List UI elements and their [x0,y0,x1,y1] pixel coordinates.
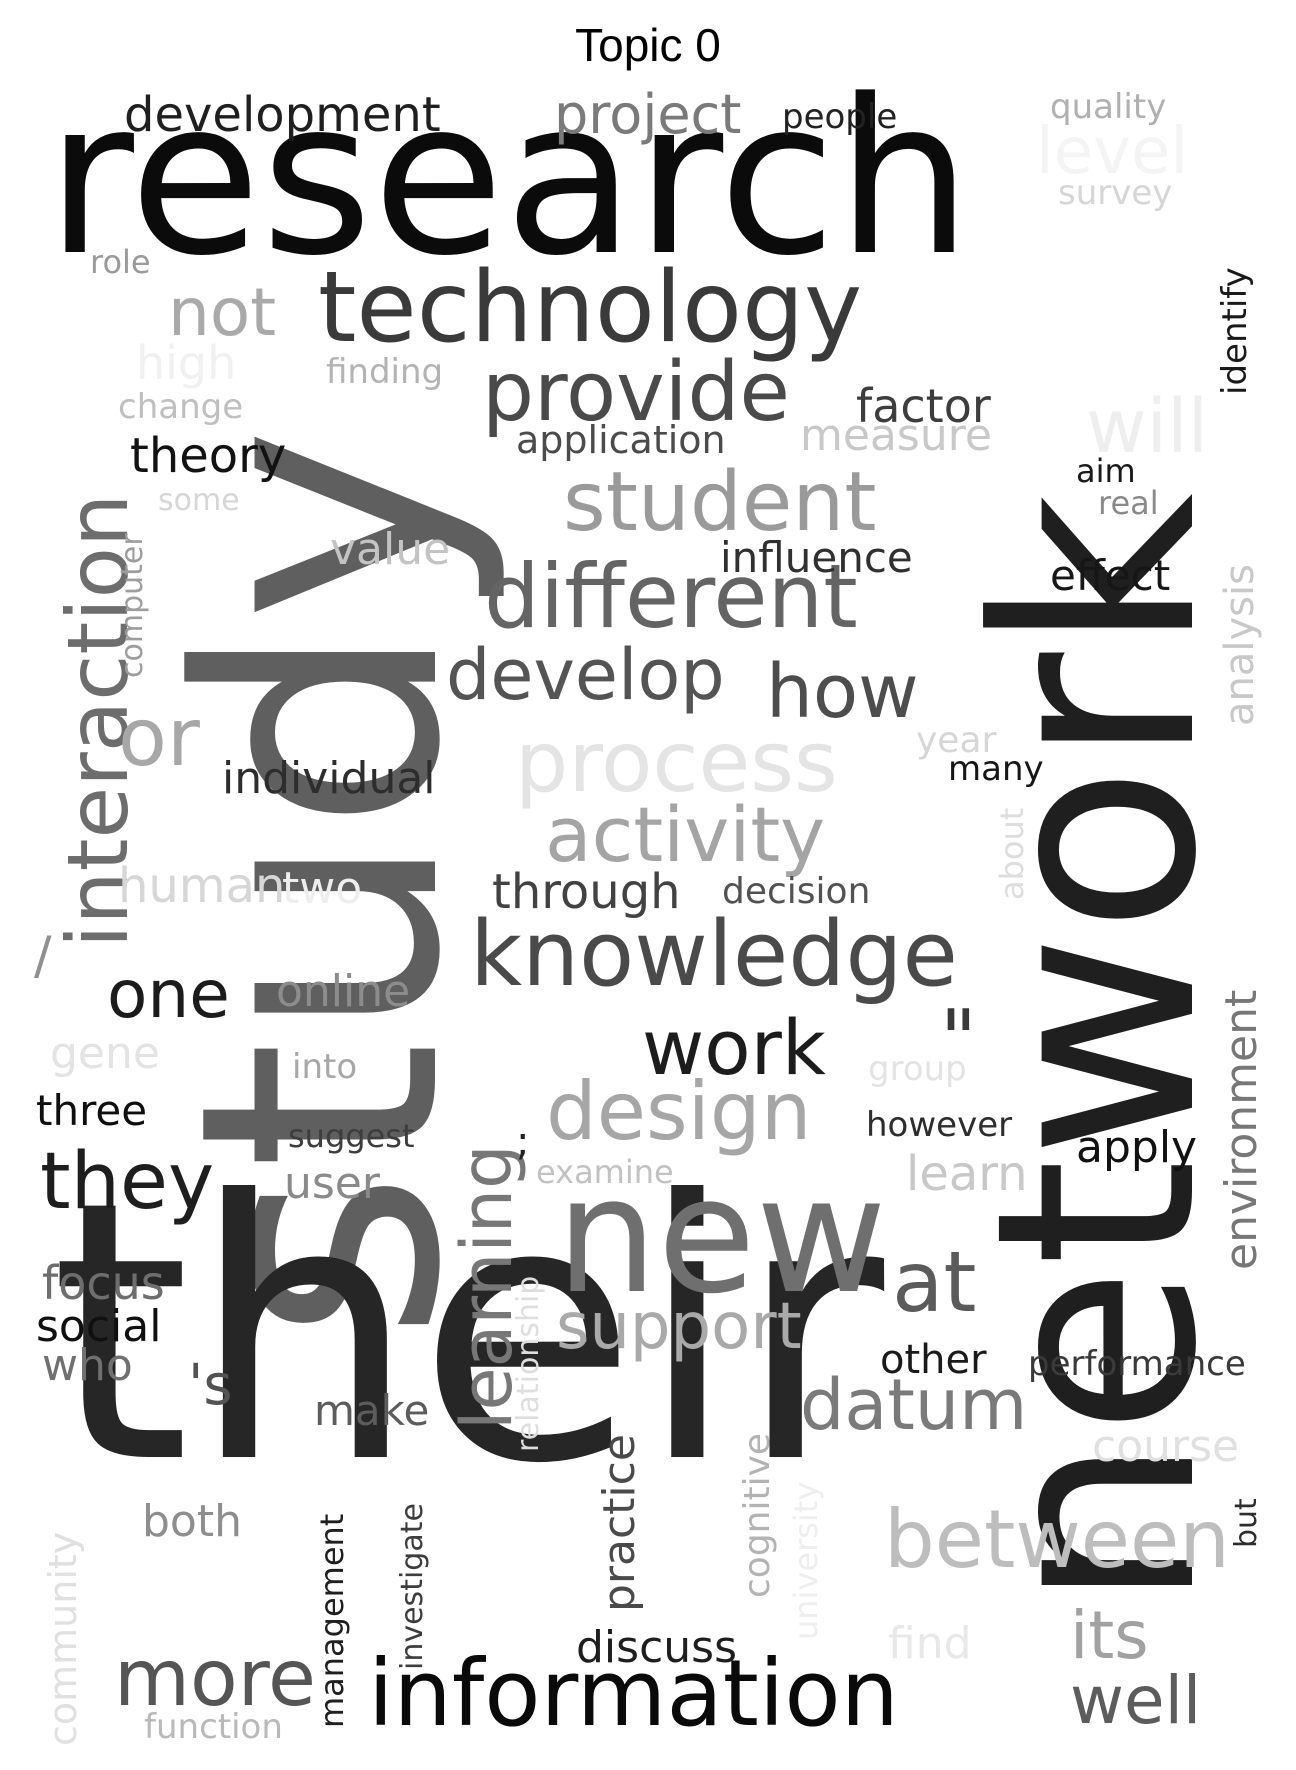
word-decision: decision [722,871,871,912]
word-apply: apply [1076,1122,1198,1173]
word-they: they [40,1137,215,1227]
word-work: work [642,1003,826,1092]
word-datum: datum [800,1364,1028,1446]
word-development: development [124,87,441,143]
word-other: other [880,1337,987,1383]
word-not: not [168,274,277,351]
word-design: design [546,1065,812,1158]
word-investigate: investigate [395,1503,430,1670]
word-quality: quality [1050,87,1167,127]
word-apostrophe-s: 's [188,1353,233,1418]
word-people: people [782,97,898,137]
word-both: both [142,1496,242,1547]
page-title: Topic 0 [575,19,721,71]
word-factor: factor [856,379,991,433]
word-about: about [993,807,1031,900]
word-different: different [484,545,858,648]
word-activity: activity [545,790,826,879]
word-but: but [1229,1498,1264,1548]
word-online: online [276,966,411,1017]
word-semicolon: ; [516,1119,530,1165]
word-more: more [114,1634,317,1724]
word-university: university [787,1481,825,1640]
word-effect: effect [1050,551,1171,600]
word-real: real [1098,484,1159,522]
word-at: at [892,1233,977,1331]
word-information: information [368,1640,899,1747]
word-level: level [1036,115,1189,189]
word-social: social [36,1301,162,1352]
word-high: high [136,336,237,390]
word-provide: provide [482,345,790,440]
word-theory: theory [130,428,287,484]
word-environment: environment [1216,989,1267,1270]
word-measure: measure [800,410,992,461]
word-its: its [1070,1597,1149,1674]
word-who: who [42,1340,133,1391]
word-research: research [46,54,972,303]
word-between: between [884,1493,1230,1586]
word-how: how [766,649,919,735]
word-group: group [868,1049,967,1089]
word-student: student [563,455,877,550]
word-influence: influence [720,533,913,582]
word-performance: performance [1028,1344,1246,1384]
word-survey: survey [1058,173,1173,213]
word-three: three [36,1086,148,1135]
word-role: role [90,243,151,281]
word-or: or [118,691,200,784]
word-individual: individual [222,753,436,804]
word-process: process [515,713,838,811]
word-learn: learn [906,1146,1028,1202]
word-focus: focus [42,1256,165,1310]
word-human: human [118,858,286,914]
word-value: value [330,524,451,575]
word-gene: gene [50,1028,160,1079]
word-their: their [50,1126,885,1542]
word-slash: / [34,926,52,986]
word-well: well [1070,1662,1202,1739]
word-knowledge: knowledge [470,902,958,1007]
word-identify: identify [1215,267,1255,395]
word-develop: develop [446,634,725,716]
word-support: support [556,1290,802,1364]
word-course: course [1092,1421,1240,1472]
word-examine: examine [536,1153,674,1191]
word-however: however [866,1105,1013,1145]
word-relationship: relationship [511,1275,546,1452]
word-cognitive: cognitive [737,1432,778,1598]
word-will: will [1086,384,1209,470]
word-technology: technology [318,251,863,365]
word-quote: " [940,993,977,1086]
word-change: change [118,387,244,427]
word-new: new [556,1142,887,1329]
word-two: two [282,863,363,914]
word-user: user [284,1158,380,1209]
word-finding: finding [326,352,444,392]
word-community: community [41,1531,85,1746]
word-management: management [313,1513,351,1728]
word-some: some [158,483,240,518]
word-year: year [916,720,997,761]
word-make: make [314,1386,430,1435]
word-function: function [144,1707,283,1747]
word-through: through [492,864,681,920]
word-one: one [107,956,230,1033]
word-practice: practice [594,1434,645,1612]
word-aim: aim [1076,452,1136,490]
word-suggest: suggest [288,1117,415,1155]
word-many: many [948,749,1044,789]
word-into: into [292,1047,358,1087]
word-project: project [554,83,742,146]
word-find: find [888,1618,972,1669]
word-application: application [516,418,726,462]
word-discuss: discuss [576,1622,738,1673]
word-analysis: analysis [1217,564,1263,726]
word-computer: computer [115,533,150,678]
